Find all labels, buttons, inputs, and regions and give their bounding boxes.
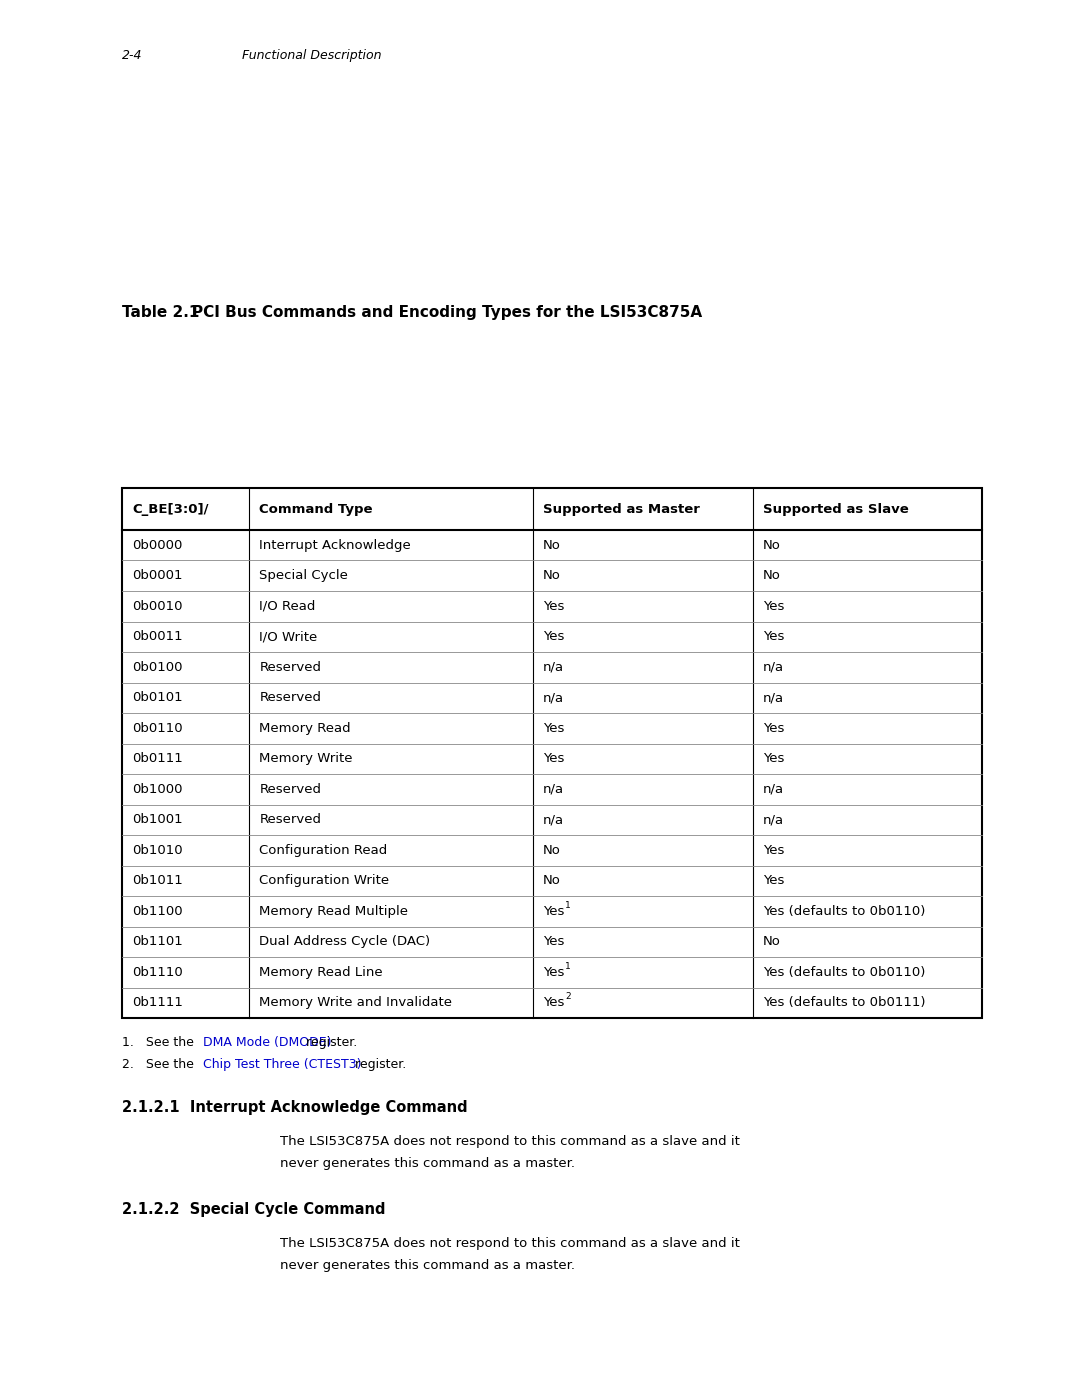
Text: Yes: Yes [543, 630, 565, 643]
Text: Memory Write and Invalidate: Memory Write and Invalidate [259, 996, 453, 1009]
Text: Yes (defaults to 0b0110): Yes (defaults to 0b0110) [764, 965, 926, 979]
Text: Dual Address Cycle (DAC): Dual Address Cycle (DAC) [259, 935, 431, 949]
Text: Supported as Master: Supported as Master [543, 503, 700, 515]
Text: 0b0000: 0b0000 [132, 539, 183, 552]
Text: Yes: Yes [543, 599, 565, 613]
Text: Configuration Write: Configuration Write [259, 875, 390, 887]
Text: register.: register. [301, 1037, 357, 1049]
Text: Reserved: Reserved [259, 813, 321, 826]
Text: n/a: n/a [543, 692, 564, 704]
Text: n/a: n/a [764, 813, 784, 826]
Text: 2-4: 2-4 [122, 49, 143, 61]
Text: The LSI53C875A does not respond to this command as a slave and it: The LSI53C875A does not respond to this … [280, 1134, 740, 1148]
Text: n/a: n/a [543, 813, 564, 826]
Text: The LSI53C875A does not respond to this command as a slave and it: The LSI53C875A does not respond to this … [280, 1236, 740, 1250]
Text: Reserved: Reserved [259, 692, 321, 704]
Text: n/a: n/a [764, 661, 784, 673]
Text: n/a: n/a [764, 692, 784, 704]
Text: 1: 1 [565, 961, 571, 971]
Text: Yes: Yes [764, 875, 784, 887]
Bar [122, 488, 982, 1018]
Text: never generates this command as a master.: never generates this command as a master… [280, 1259, 575, 1273]
Text: Yes: Yes [764, 844, 784, 856]
Text: Memory Read Multiple: Memory Read Multiple [259, 905, 408, 918]
Text: 2.1.2.1  Interrupt Acknowledge Command: 2.1.2.1 Interrupt Acknowledge Command [122, 1099, 468, 1115]
Text: Yes: Yes [764, 752, 784, 766]
Text: Memory Read Line: Memory Read Line [259, 965, 383, 979]
Text: No: No [764, 539, 781, 552]
Text: n/a: n/a [764, 782, 784, 796]
Text: 0b1011: 0b1011 [132, 875, 183, 887]
Text: I/O Read: I/O Read [259, 599, 315, 613]
Text: Yes: Yes [764, 630, 784, 643]
Text: Yes: Yes [764, 722, 784, 735]
Text: 0b1001: 0b1001 [132, 813, 183, 826]
Text: Yes: Yes [543, 722, 565, 735]
Text: 0b0100: 0b0100 [132, 661, 183, 673]
Text: Configuration Read: Configuration Read [259, 844, 388, 856]
Text: Command Type: Command Type [259, 503, 373, 515]
Text: 0b0001: 0b0001 [132, 569, 183, 583]
Text: Special Cycle: Special Cycle [259, 569, 348, 583]
Text: Functional Description: Functional Description [242, 49, 381, 61]
Text: 0b0111: 0b0111 [132, 752, 183, 766]
Text: Interrupt Acknowledge: Interrupt Acknowledge [259, 539, 411, 552]
Text: never generates this command as a master.: never generates this command as a master… [280, 1157, 575, 1171]
Text: No: No [764, 935, 781, 949]
Text: 0b1000: 0b1000 [132, 782, 183, 796]
Text: 0b0101: 0b0101 [132, 692, 183, 704]
Text: Supported as Slave: Supported as Slave [764, 503, 909, 515]
Text: 0b1010: 0b1010 [132, 844, 183, 856]
Text: n/a: n/a [543, 661, 564, 673]
Text: 0b1111: 0b1111 [132, 996, 183, 1009]
Text: Memory Write: Memory Write [259, 752, 353, 766]
Text: No: No [543, 539, 561, 552]
Text: Memory Read: Memory Read [259, 722, 351, 735]
Text: Yes: Yes [543, 905, 565, 918]
Text: 1: 1 [565, 901, 571, 909]
Text: Yes: Yes [543, 965, 565, 979]
Text: Reserved: Reserved [259, 661, 321, 673]
Text: n/a: n/a [543, 782, 564, 796]
Text: 0b1100: 0b1100 [132, 905, 183, 918]
Text: Yes: Yes [543, 752, 565, 766]
Text: 1.   See the: 1. See the [122, 1037, 198, 1049]
Text: No: No [543, 875, 561, 887]
Text: 0b1110: 0b1110 [132, 965, 183, 979]
Text: DMA Mode (DMODE): DMA Mode (DMODE) [203, 1037, 332, 1049]
Text: PCI Bus Commands and Encoding Types for the LSI53C875A: PCI Bus Commands and Encoding Types for … [192, 305, 702, 320]
Text: Reserved: Reserved [259, 782, 321, 796]
Text: Table 2.1: Table 2.1 [122, 305, 200, 320]
Text: Yes: Yes [543, 935, 565, 949]
Text: I/O Write: I/O Write [259, 630, 318, 643]
Text: 2.1.2.2  Special Cycle Command: 2.1.2.2 Special Cycle Command [122, 1201, 386, 1217]
Text: Yes: Yes [543, 996, 565, 1009]
Text: No: No [764, 569, 781, 583]
Text: 2.   See the: 2. See the [122, 1058, 198, 1071]
Text: 0b0010: 0b0010 [132, 599, 183, 613]
Text: No: No [543, 844, 561, 856]
Text: register.: register. [351, 1058, 407, 1071]
Text: Yes (defaults to 0b0111): Yes (defaults to 0b0111) [764, 996, 926, 1009]
Text: 0b0011: 0b0011 [132, 630, 183, 643]
Text: 0b1101: 0b1101 [132, 935, 183, 949]
Text: Chip Test Three (CTEST3): Chip Test Three (CTEST3) [203, 1058, 361, 1071]
Text: Yes (defaults to 0b0110): Yes (defaults to 0b0110) [764, 905, 926, 918]
Text: C_BE[3:0]/: C_BE[3:0]/ [132, 503, 208, 515]
Text: 0b0110: 0b0110 [132, 722, 183, 735]
Text: Yes: Yes [764, 599, 784, 613]
Text: 2: 2 [565, 992, 570, 1002]
Text: No: No [543, 569, 561, 583]
